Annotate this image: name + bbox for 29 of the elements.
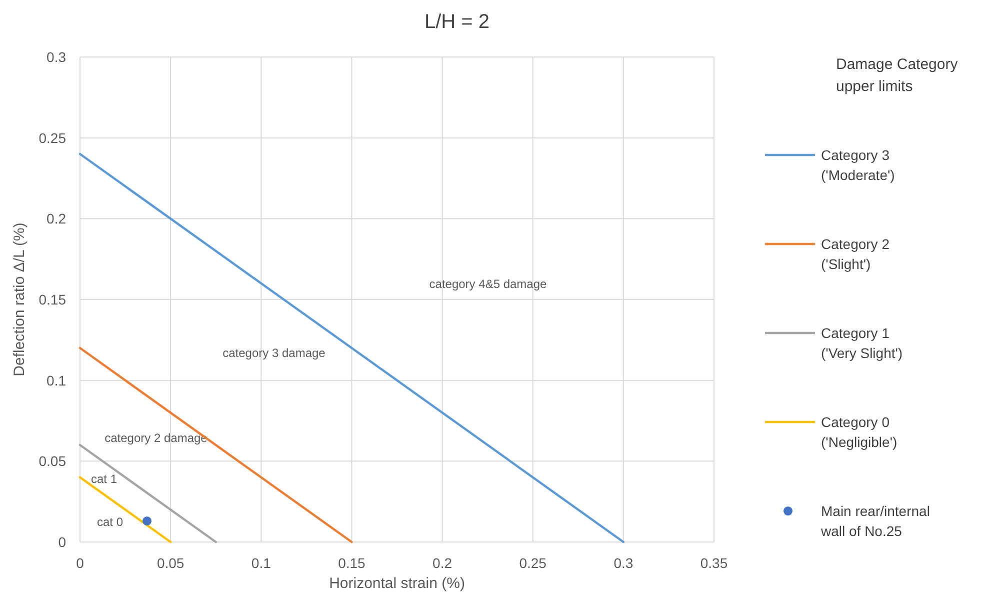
y-tick-label: 0.15 <box>38 292 66 308</box>
legend-title: Damage Category upper limits <box>836 56 958 95</box>
x-tick-label: 0.05 <box>156 555 184 571</box>
annotation: category 2 damage <box>104 431 208 445</box>
y-tick-label: 0.25 <box>38 130 66 146</box>
y-tick-label: 0.2 <box>46 210 66 227</box>
legend-label: Main rear/internal wall of No.25 <box>820 503 930 539</box>
annotation: category 4&5 damage <box>429 277 548 291</box>
x-tick-label: 0 <box>76 555 84 571</box>
x-tick-label: 0.3 <box>614 555 634 571</box>
x-tick-label: 0.2 <box>432 555 452 571</box>
x-axis-title: Horizontal strain (%) <box>329 575 465 592</box>
x-tick-label: 0.1 <box>251 555 272 571</box>
legend-label: Category 3 ('Moderate') <box>821 147 895 183</box>
x-tick-label: 0.35 <box>700 555 728 571</box>
y-tick-label: 0.3 <box>46 49 66 65</box>
y-tick-label: 0 <box>58 534 66 550</box>
x-tick-label: 0.15 <box>338 555 366 571</box>
y-tick-label: 0.1 <box>46 372 66 388</box>
annotation: cat 1 <box>90 472 118 486</box>
annotation: category 3 damage <box>222 346 326 360</box>
y-axis-title: Deflection ratio Δ/L (%) <box>11 222 28 376</box>
legend-label: Category 1 ('Very Slight') <box>821 325 903 361</box>
y-tick-label: 0.05 <box>38 453 66 470</box>
legend-label: Category 0 ('Negligible') <box>821 414 898 450</box>
legend-label: Category 2 ('Slight') <box>821 236 890 272</box>
x-tick-label: 0.25 <box>519 555 547 571</box>
chart-title: L/H = 2 <box>424 11 490 33</box>
annotation: cat 0 <box>96 515 124 529</box>
